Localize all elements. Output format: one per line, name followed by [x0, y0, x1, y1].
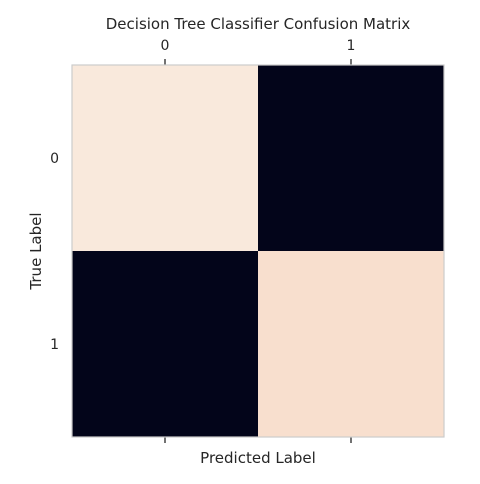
heatmap-cell-0-1 [258, 65, 444, 251]
y-tick-label-0: 0 [50, 151, 59, 167]
heatmap-cell-1-1 [258, 251, 444, 437]
y-axis-label: True Label [27, 212, 45, 290]
y-tick-label-1: 1 [50, 337, 59, 353]
x-tick-label-1: 1 [347, 38, 356, 54]
axis-ticks: 0 1 0 1 [50, 38, 355, 443]
heatmap-cells [72, 65, 444, 437]
heatmap-cell-0-0 [72, 65, 258, 251]
plot-frame [71, 64, 445, 438]
chart-title: Decision Tree Classifier Confusion Matri… [106, 15, 411, 33]
x-axis-label: Predicted Label [200, 449, 316, 467]
x-tick-label-0: 0 [161, 38, 170, 54]
heatmap-cell-1-0 [72, 251, 258, 437]
